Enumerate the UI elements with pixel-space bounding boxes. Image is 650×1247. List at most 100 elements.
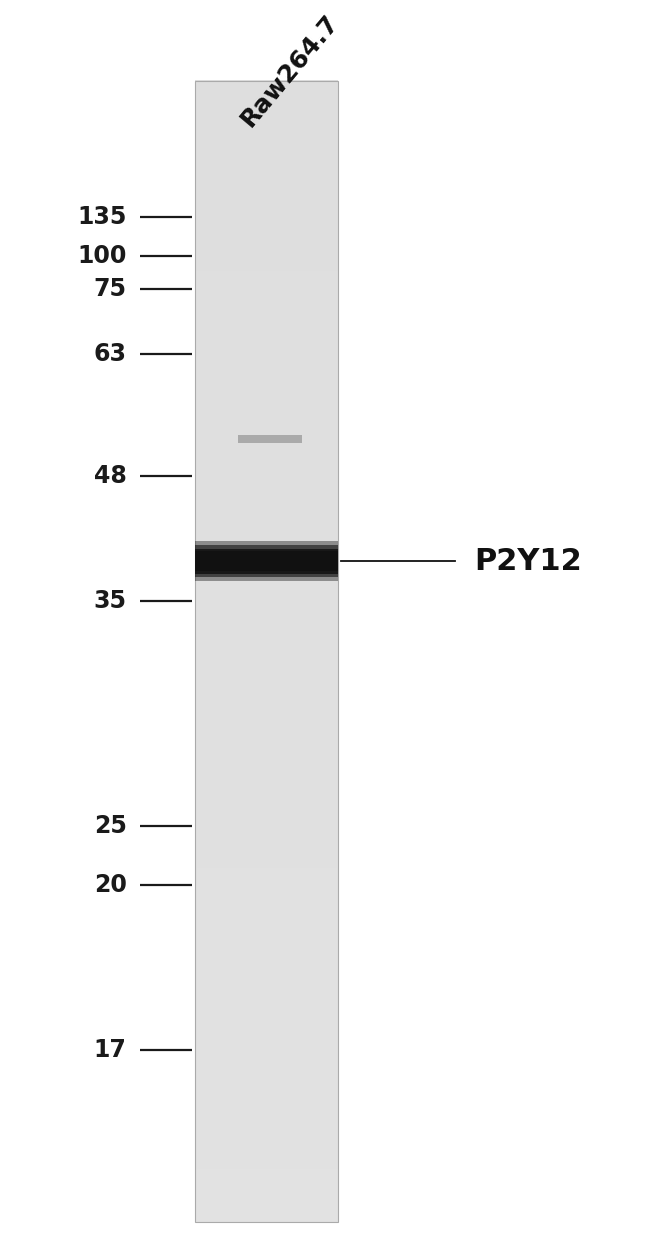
Bar [195,102,338,107]
Bar [195,814,338,819]
Bar [195,547,338,552]
Bar [195,1099,338,1104]
Bar [195,692,338,697]
Text: 17: 17 [94,1038,127,1062]
Bar [195,826,338,831]
Bar [195,122,338,127]
Bar [195,113,338,118]
Bar [195,414,338,419]
Bar [195,985,338,990]
Bar [195,601,338,606]
Bar [195,887,338,892]
Bar [195,898,338,903]
Bar [195,696,338,701]
Bar [195,175,338,180]
Bar [195,544,338,549]
Bar [195,1102,338,1107]
Bar [195,620,338,625]
Bar [195,761,338,766]
Bar [195,271,338,276]
Bar [195,1167,338,1172]
Bar [195,160,338,165]
Bar [195,145,338,150]
Bar [195,87,338,92]
Bar [195,289,338,294]
Bar [195,152,338,157]
Bar [195,783,338,788]
Bar [195,791,338,796]
Bar [195,818,338,823]
Bar [195,1061,338,1066]
Bar [195,106,338,111]
Bar [195,848,338,853]
Bar [195,1141,338,1146]
Bar [195,1054,338,1059]
Bar [195,258,338,263]
Bar [195,1119,338,1124]
Text: 135: 135 [77,205,127,229]
Bar [195,1145,338,1150]
Bar [195,787,338,792]
Bar [195,582,338,587]
Bar [195,1175,338,1180]
Bar [195,141,338,146]
Bar [195,681,338,686]
Bar [195,1163,338,1168]
Bar [195,1191,338,1196]
Bar [195,870,338,875]
Bar [195,772,338,777]
Bar [195,1057,338,1062]
Bar [195,1126,338,1131]
Bar [195,358,338,363]
Bar [195,1111,338,1116]
Bar [195,609,338,614]
Bar [195,1015,338,1020]
Bar [195,347,338,352]
Bar [195,574,338,580]
Bar [195,514,338,519]
Bar [195,182,338,187]
Bar [195,1087,338,1092]
Bar [195,468,338,473]
Bar [195,1134,338,1139]
Bar [195,874,338,880]
Bar [195,631,338,636]
Bar [195,91,338,96]
Bar [195,330,338,335]
Bar [195,935,338,940]
Bar [195,312,338,317]
Bar [195,963,338,968]
Bar [195,996,338,1001]
Bar [195,950,338,955]
Bar [195,304,338,309]
Bar [195,1039,338,1044]
Bar [195,338,338,343]
Bar [195,1091,338,1096]
Bar [195,779,338,784]
Bar [195,590,338,595]
Bar [195,1030,338,1036]
Bar [195,475,338,480]
Bar [195,224,338,229]
Bar [195,742,338,747]
Bar [195,221,338,226]
Bar [195,586,338,591]
Bar [195,662,338,667]
Bar [195,757,338,762]
Bar [195,334,338,339]
Bar [195,232,338,237]
Bar [195,837,338,842]
Bar [195,521,338,526]
Bar [195,1011,338,1016]
Bar [195,685,338,690]
Bar [195,243,338,248]
Text: 20: 20 [94,873,127,898]
Bar [195,262,338,267]
Bar [195,974,338,979]
Bar [195,658,338,663]
Bar [195,1160,338,1165]
Bar [195,570,338,576]
Bar [195,282,338,287]
Bar [195,206,338,211]
Bar [195,859,338,864]
